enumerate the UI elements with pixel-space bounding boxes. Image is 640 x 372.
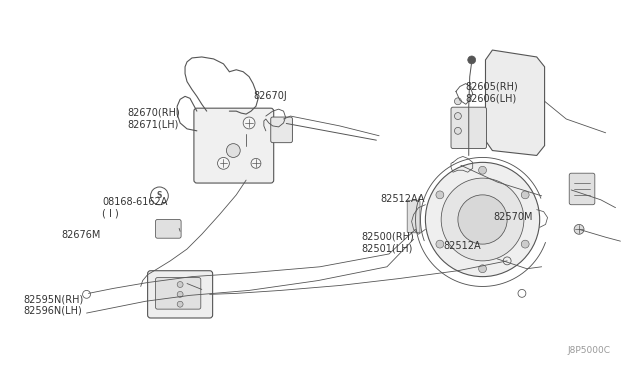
Circle shape (454, 127, 461, 134)
FancyBboxPatch shape (271, 117, 292, 142)
Text: 82670J: 82670J (254, 91, 287, 101)
FancyBboxPatch shape (569, 173, 595, 205)
Text: J8P5000C: J8P5000C (567, 346, 610, 355)
Circle shape (458, 195, 507, 244)
Circle shape (177, 282, 183, 288)
Circle shape (454, 98, 461, 105)
Text: 82595N(RH)
82596N(LH): 82595N(RH) 82596N(LH) (24, 294, 84, 316)
Circle shape (479, 166, 486, 174)
Circle shape (521, 191, 529, 199)
Circle shape (243, 117, 255, 129)
Circle shape (218, 157, 229, 169)
FancyBboxPatch shape (156, 219, 181, 238)
Circle shape (436, 191, 444, 199)
Text: 82570M: 82570M (493, 212, 533, 222)
Circle shape (436, 240, 444, 248)
Circle shape (454, 113, 461, 119)
Circle shape (177, 291, 183, 297)
Text: 82676M: 82676M (61, 231, 101, 240)
Text: 82670(RH)
82671(LH): 82670(RH) 82671(LH) (128, 108, 180, 129)
Circle shape (574, 224, 584, 234)
FancyBboxPatch shape (194, 108, 274, 183)
FancyBboxPatch shape (451, 107, 486, 148)
FancyBboxPatch shape (407, 200, 420, 233)
Circle shape (251, 158, 261, 168)
Text: S: S (157, 191, 162, 201)
Text: 08168-6162A
( I ): 08168-6162A ( I ) (102, 197, 168, 219)
Circle shape (479, 265, 486, 273)
Circle shape (177, 301, 183, 307)
Text: 82500(RH)
82501(LH): 82500(RH) 82501(LH) (361, 232, 413, 254)
Circle shape (426, 162, 540, 277)
Polygon shape (486, 50, 545, 155)
FancyBboxPatch shape (156, 278, 201, 309)
Text: 82605(RH)
82606(LH): 82605(RH) 82606(LH) (465, 82, 518, 103)
Circle shape (468, 56, 476, 64)
Text: 82512AA: 82512AA (380, 194, 424, 204)
FancyBboxPatch shape (148, 271, 212, 318)
Circle shape (521, 240, 529, 248)
Circle shape (227, 144, 240, 157)
Circle shape (441, 178, 524, 261)
Text: 82512A: 82512A (443, 241, 481, 251)
